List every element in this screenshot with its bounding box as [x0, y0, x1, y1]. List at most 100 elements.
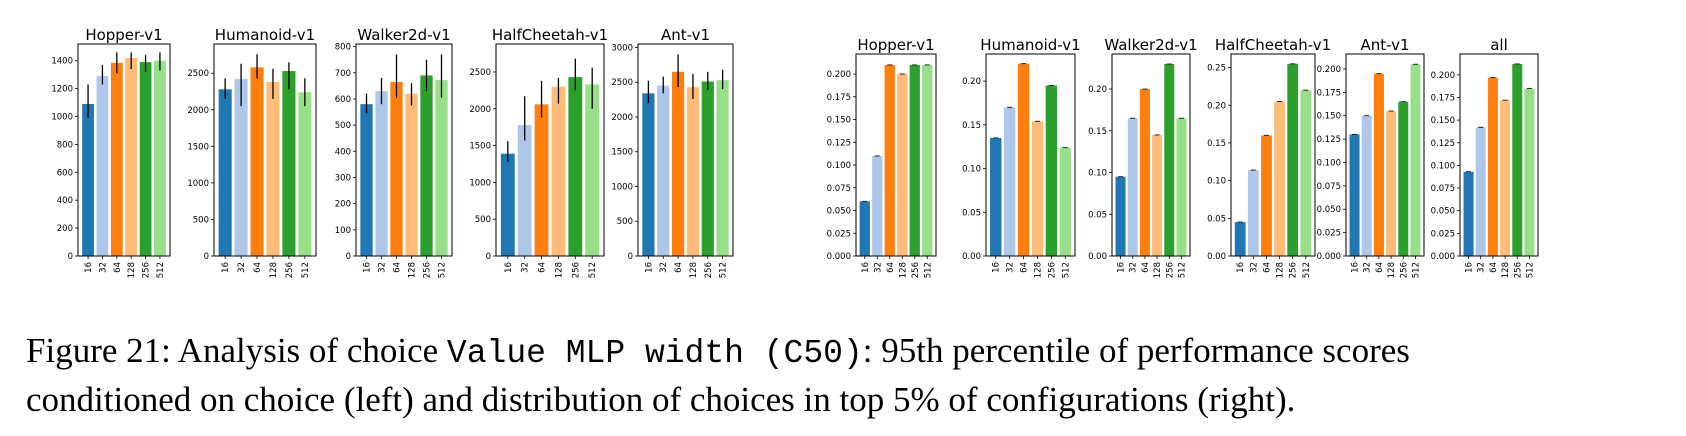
x-tick-label: 32	[1477, 262, 1487, 273]
y-tick-label: 0.100	[827, 161, 851, 171]
bar-64	[534, 104, 549, 256]
y-tick-label: 0.075	[1317, 182, 1341, 192]
y-tick-label: 1000	[611, 182, 633, 192]
subplot-title: Ant-v1	[661, 26, 710, 44]
x-tick-label: 32	[1129, 262, 1139, 273]
axes-frame	[637, 43, 734, 257]
x-tick-label: 128	[1276, 262, 1286, 278]
bar-128	[1152, 134, 1163, 256]
x-tick-label: 16	[363, 262, 373, 273]
bar-16	[1234, 222, 1246, 256]
x-tick-label: 16	[1236, 262, 1246, 273]
bar-512	[716, 80, 729, 257]
y-tick-label: 0.150	[1431, 116, 1455, 126]
bar-64	[390, 81, 403, 256]
x-tick-label: 64	[538, 262, 548, 273]
y-tick-label: 300	[335, 173, 351, 183]
x-tick-label: 512	[438, 262, 448, 278]
y-tick-label: 0.050	[1431, 207, 1455, 217]
subplot-2: Walker2d-v1 0 100 200 300 400 500 600 700 800 16 32…	[335, 26, 453, 278]
bar-32	[517, 124, 532, 256]
subplot-3: HalfCheetah-v1 0 500 1000 1500 2000 2500 16 32 64…	[469, 26, 608, 278]
y-tick-label: 0.075	[827, 184, 851, 194]
subplot-8: HalfCheetah-v1 0.00 0.05 0.10 0.15 0.20 0.25 16…	[1207, 36, 1331, 278]
bar-256	[701, 81, 714, 256]
x-tick-label: 64	[1375, 262, 1385, 273]
y-tick-label: 0.15	[1207, 139, 1226, 149]
caption-suffix: : 95th percentile of performance scores	[862, 331, 1410, 370]
subplot-title: Walker2d-v1	[357, 26, 450, 44]
axes-frame	[1345, 53, 1425, 257]
bar-64	[250, 67, 264, 257]
y-tick-label: 0.075	[1431, 184, 1455, 194]
bar-32	[1247, 170, 1259, 256]
subplot-title: HalfCheetah-v1	[1215, 36, 1331, 54]
x-tick-label: 16	[1117, 262, 1127, 273]
y-tick-label: 0.175	[1431, 93, 1455, 103]
bar-256	[1512, 63, 1523, 256]
bar-16	[859, 201, 870, 256]
axes-frame	[985, 53, 1076, 257]
y-tick-label: 400	[335, 147, 351, 157]
bar-32	[375, 91, 388, 256]
axes-frame	[855, 53, 937, 257]
subplot-title: Hopper-v1	[857, 36, 934, 54]
x-tick-label: 512	[923, 262, 933, 278]
y-tick-label: 500	[193, 215, 209, 225]
bar-16	[360, 104, 373, 256]
subplot-title: all	[1490, 36, 1508, 54]
bar-64	[1261, 135, 1272, 256]
y-tick-label: 2000	[469, 105, 491, 115]
x-tick-label: 256	[1165, 262, 1175, 278]
y-tick-label: 0.025	[1317, 229, 1341, 239]
y-tick-label: 2500	[187, 69, 209, 79]
bar-256	[1287, 63, 1299, 256]
subplot-title: Ant-v1	[1360, 36, 1409, 54]
y-tick-label: 2500	[469, 68, 491, 78]
bar-64	[884, 64, 895, 257]
bar-512	[154, 60, 166, 256]
bar-32	[657, 85, 670, 256]
bar-256	[282, 71, 296, 256]
y-tick-label: 800	[335, 43, 351, 53]
y-tick-label: 1500	[469, 142, 491, 152]
y-tick-label: 200	[335, 200, 351, 210]
x-tick-label: 16	[861, 262, 871, 273]
y-tick-label: 700	[335, 69, 351, 79]
x-tick-label: 128	[269, 262, 279, 278]
x-tick-label: 256	[571, 262, 581, 278]
y-tick-label: 0.20	[1088, 85, 1107, 95]
x-tick-label: 256	[1289, 262, 1299, 278]
bar-128	[266, 82, 280, 256]
y-tick-label: 1000	[187, 179, 209, 189]
bar-512	[922, 64, 933, 257]
bar-32	[1127, 118, 1138, 256]
subplot-title: HalfCheetah-v1	[492, 26, 608, 44]
y-tick-label: 1500	[611, 148, 633, 158]
y-tick-label: 0.10	[962, 165, 981, 175]
y-tick-label: 0.025	[1431, 229, 1455, 239]
x-tick-label: 512	[156, 262, 166, 278]
y-tick-label: 0.175	[1317, 88, 1341, 98]
bar-16	[500, 153, 515, 256]
y-tick-label: 2500	[611, 78, 633, 88]
subplot-5: Hopper-v1 0.000 0.025 0.050 0.075 0.100 0.125 0…	[827, 36, 937, 278]
x-tick-label: 128	[898, 262, 908, 278]
y-tick-label: 0.00	[1207, 252, 1226, 262]
y-tick-label: 0	[486, 252, 491, 262]
x-tick-label: 16	[1351, 262, 1361, 273]
x-tick-label: 64	[886, 262, 896, 273]
y-tick-label: 0.200	[1431, 71, 1455, 81]
x-tick-label: 128	[1501, 262, 1511, 278]
x-tick-label: 32	[98, 262, 108, 273]
bar-256	[1398, 101, 1409, 256]
y-tick-label: 1000	[469, 178, 491, 188]
axes-frame	[495, 43, 605, 257]
caption-prefix: Figure 21: Analysis of choice	[26, 331, 447, 370]
y-tick-label: 0.200	[827, 70, 851, 80]
bar-128	[1031, 121, 1044, 256]
y-tick-label: 200	[57, 224, 73, 234]
axes-frame	[213, 43, 317, 257]
caption-code: Value MLP width (C50)	[446, 335, 863, 372]
bar-32	[1361, 115, 1372, 256]
